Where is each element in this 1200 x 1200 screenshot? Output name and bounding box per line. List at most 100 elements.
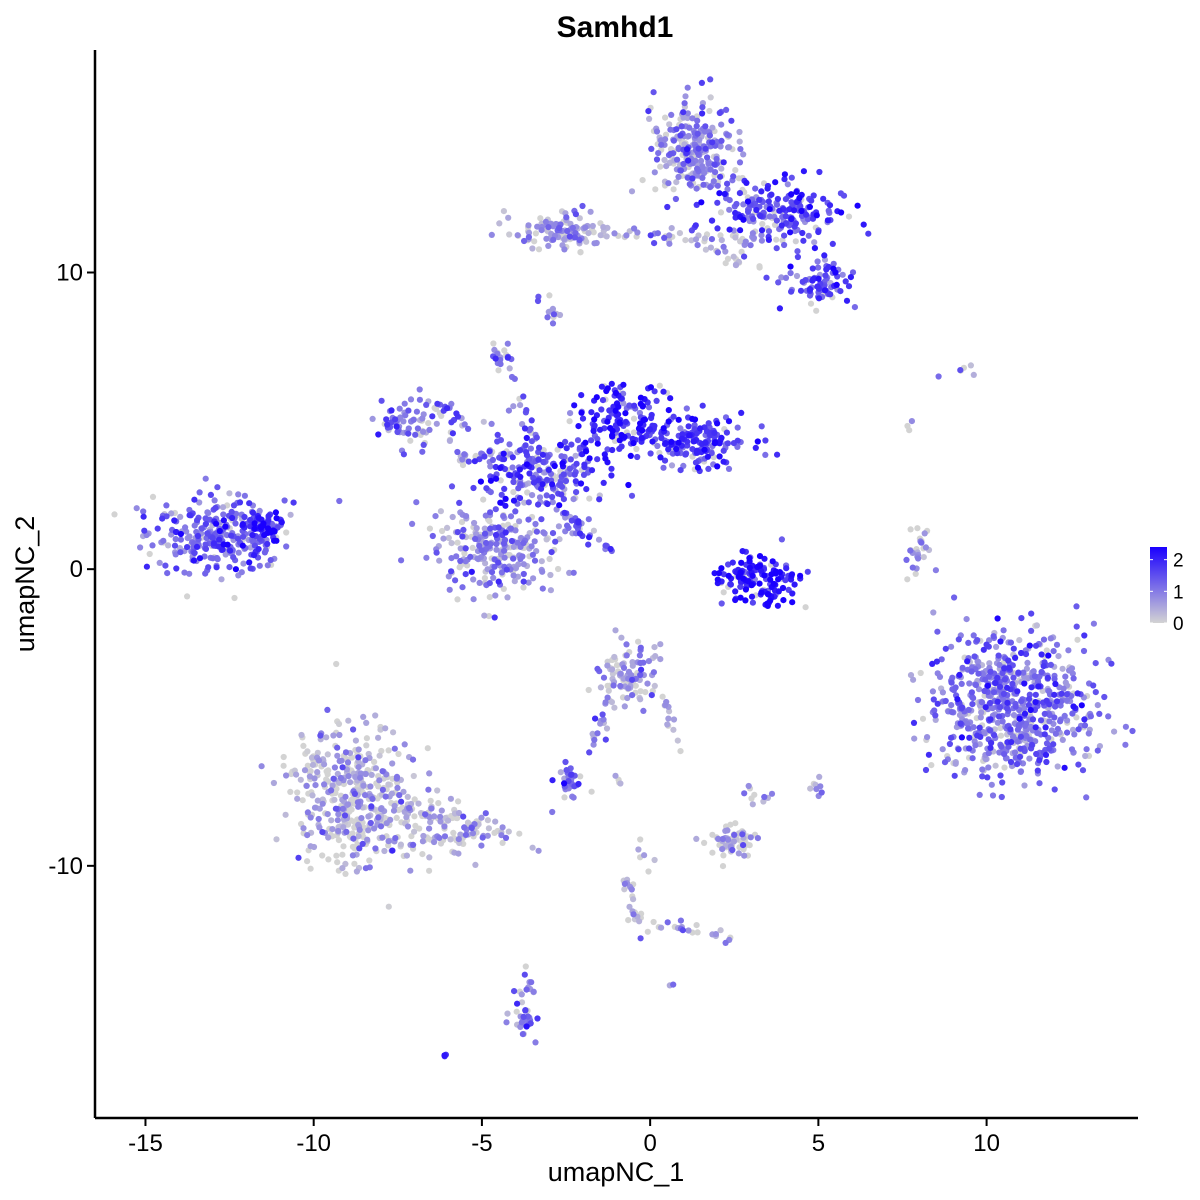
data-point [742,238,749,245]
data-point [663,698,670,706]
data-point [922,544,930,551]
data-point [635,846,642,853]
data-point [586,749,593,756]
data-point [530,988,537,995]
data-point [588,788,595,795]
data-point [521,237,528,245]
data-point [612,627,619,634]
data-point [725,465,733,472]
data-point [510,555,517,562]
data-point [506,441,513,448]
data-point [558,491,565,498]
data-point [756,264,763,271]
data-point [758,227,766,234]
data-point [787,263,794,270]
data-point [929,688,937,695]
data-point [514,539,521,546]
data-point [689,415,696,422]
data-point [737,238,744,245]
data-point [283,529,290,536]
data-point [663,163,670,170]
data-point [308,754,316,761]
data-point [467,553,474,561]
data-point [780,597,787,604]
data-point [503,1019,510,1026]
data-point [1111,728,1118,735]
data-point [504,1010,511,1017]
data-point [457,557,464,565]
data-point [971,653,978,660]
data-point [498,569,505,576]
data-point [588,437,595,444]
data-point [1034,767,1041,774]
data-point [773,245,780,252]
data-point [603,233,610,240]
data-point [762,451,769,458]
data-point [847,274,855,281]
data-point [532,230,540,237]
data-point [271,528,278,535]
data-point [374,795,381,802]
data-point [714,199,721,206]
data-point [707,94,714,101]
data-point [707,76,714,83]
data-point [549,777,556,784]
data-point [800,168,808,175]
legend-ticks: 012 [1150,551,1184,635]
data-point [448,568,455,575]
data-point [311,804,319,811]
data-point [511,375,518,382]
data-point [718,121,725,128]
data-point [749,230,757,237]
data-point [994,674,1001,682]
data-point [741,852,748,859]
data-point [325,856,332,863]
data-point [569,224,577,231]
data-point [1010,712,1018,719]
data-point [500,585,507,593]
data-point [673,179,680,186]
data-point [826,202,834,209]
data-point [502,502,509,509]
data-point [794,253,802,261]
data-point [454,529,461,536]
data-point [646,115,653,122]
data-point [504,340,511,347]
data-point [827,291,834,298]
data-point [935,373,942,380]
data-point [510,497,518,504]
data-point [230,554,237,561]
data-point [256,562,263,569]
data-point [398,798,405,805]
data-point [607,545,614,553]
data-point [539,568,546,575]
data-point [1021,782,1028,789]
data-point [455,836,462,843]
data-point [577,480,585,487]
data-point [843,297,851,304]
legend-tick-label: 0 [1173,614,1184,635]
data-point [948,709,955,716]
data-point [315,815,322,823]
data-point [535,501,542,508]
data-point [141,527,148,534]
data-point [390,729,397,736]
data-point [811,245,819,252]
data-point [1030,668,1037,675]
data-point [393,773,401,781]
data-point [990,689,998,696]
data-point [999,779,1006,786]
data-point [763,274,770,281]
data-point [445,573,452,580]
data-point [602,736,609,743]
data-point [719,835,726,843]
data-point [496,220,503,227]
data-point [518,991,525,998]
data-point [485,825,492,832]
data-point [698,157,705,164]
data-point [677,167,685,174]
data-point [1061,764,1068,771]
data-point [789,599,796,606]
data-point [693,201,700,208]
data-point [689,160,696,167]
